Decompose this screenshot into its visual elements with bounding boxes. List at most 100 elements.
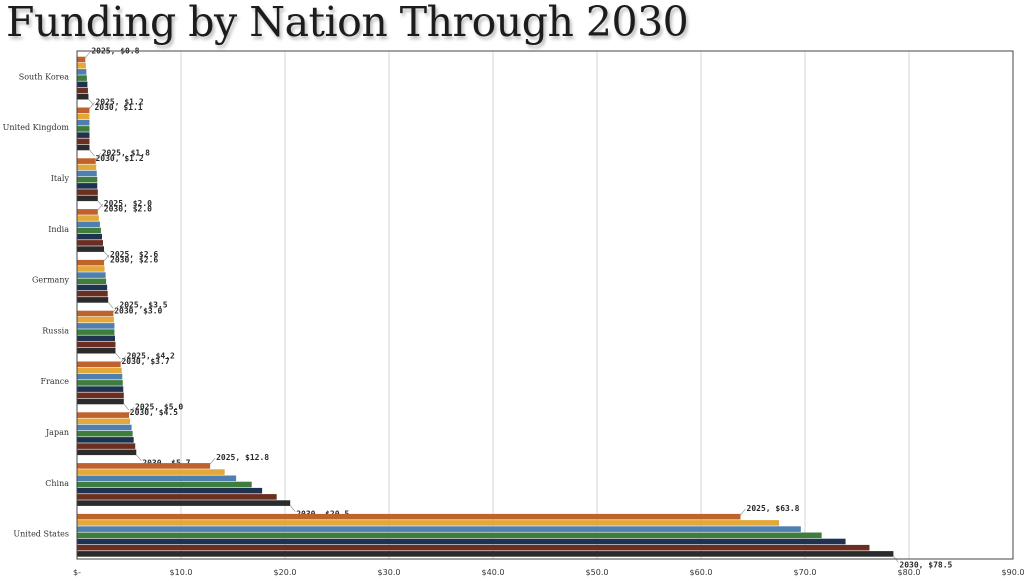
bar: [77, 532, 822, 539]
bar: [77, 195, 98, 202]
y-category-label: Germany: [32, 276, 69, 285]
bar: [77, 259, 105, 266]
y-category-label: Japan: [45, 428, 69, 437]
data-label: 2025, $63.8: [747, 504, 800, 513]
bar: [77, 75, 87, 81]
x-tick-label: $80.0: [898, 568, 921, 577]
bar: [77, 487, 263, 494]
x-tick-label: $60.0: [690, 568, 713, 577]
leader-line: [103, 254, 110, 262]
bar: [77, 469, 225, 475]
x-tick-label: $10.0: [170, 568, 193, 577]
data-label: 2025, $2.6: [110, 250, 158, 259]
bar: [77, 113, 90, 120]
bar: [77, 430, 133, 437]
bar: [77, 176, 98, 183]
leader-line: [103, 251, 110, 258]
bar: [77, 380, 123, 386]
bar: [77, 87, 88, 94]
bar: [77, 551, 894, 557]
leader-line: [136, 454, 142, 461]
y-category-label: India: [48, 225, 69, 234]
bar: [77, 93, 89, 100]
leader-line: [89, 149, 95, 157]
bar: [77, 81, 88, 88]
bar: [77, 513, 741, 520]
bar: [77, 361, 121, 368]
bar: [77, 463, 211, 469]
bar: [77, 119, 90, 126]
plot-area: [77, 51, 1013, 559]
data-label: 2025, $4.2: [127, 352, 175, 361]
leader-line: [95, 153, 101, 160]
chart-title: Funding by Nation Through 2030: [6, 0, 689, 46]
bar: [77, 170, 97, 177]
bar: [77, 107, 90, 114]
bar: [77, 412, 129, 418]
leader-line: [115, 352, 121, 360]
data-label: 2030, $2.6: [110, 256, 158, 265]
bar: [77, 475, 237, 482]
bar: [77, 215, 99, 221]
leader-line: [88, 98, 94, 106]
bar: [77, 500, 291, 506]
bar: [77, 246, 105, 252]
y-category-label: Russia: [42, 326, 69, 335]
bar: [77, 544, 870, 551]
bar: [77, 310, 114, 317]
bar: [77, 221, 100, 228]
data-label: 2030, $3.0: [114, 306, 162, 315]
leader-line: [107, 302, 114, 309]
bar: [77, 138, 90, 145]
bar: [77, 418, 131, 425]
x-tick-label: $30.0: [378, 568, 401, 577]
bar: [77, 386, 124, 392]
bar: [77, 398, 124, 405]
bar: [77, 481, 252, 488]
leader-line: [289, 505, 296, 512]
y-category-label: China: [45, 479, 69, 488]
bar: [77, 144, 90, 151]
bar: [77, 373, 123, 380]
y-category-label: United States: [13, 530, 69, 539]
x-tick-label: $-: [73, 568, 81, 577]
bar: [77, 526, 801, 532]
bar: [77, 335, 115, 342]
bar: [77, 290, 108, 297]
bar: [77, 240, 103, 246]
bar: [77, 164, 97, 171]
bar: [77, 158, 96, 164]
bar: [77, 189, 98, 195]
x-tick-label: $90.0: [1002, 568, 1024, 577]
bar: [77, 284, 108, 291]
data-label: 2030, $2.0: [104, 205, 152, 214]
bar: [77, 424, 132, 431]
bar: [77, 347, 116, 354]
bar: [77, 392, 124, 399]
bar: [77, 323, 115, 329]
bar: [77, 132, 90, 138]
bar: [77, 329, 115, 335]
plot-border: [76, 50, 1014, 560]
leader-line: [85, 51, 91, 58]
data-label: 2030, $78.5: [899, 560, 952, 569]
x-tick-label: $40.0: [482, 568, 505, 577]
bar: [77, 341, 116, 348]
bar: [77, 538, 846, 545]
bar: [77, 62, 86, 69]
bar: [77, 494, 277, 500]
bar: [77, 316, 114, 323]
leader-line: [97, 203, 104, 211]
leader-line: [209, 457, 216, 465]
bar: [77, 233, 102, 240]
bar: [77, 520, 779, 526]
x-tick-label: $70.0: [794, 568, 817, 577]
leader-line: [97, 200, 104, 207]
data-label: 2025, $12.8: [216, 453, 269, 462]
bar: [77, 209, 98, 215]
bar: [77, 278, 107, 285]
data-label: 2025, $2.0: [104, 199, 152, 208]
bar: [77, 449, 137, 456]
leader-line: [123, 403, 130, 411]
